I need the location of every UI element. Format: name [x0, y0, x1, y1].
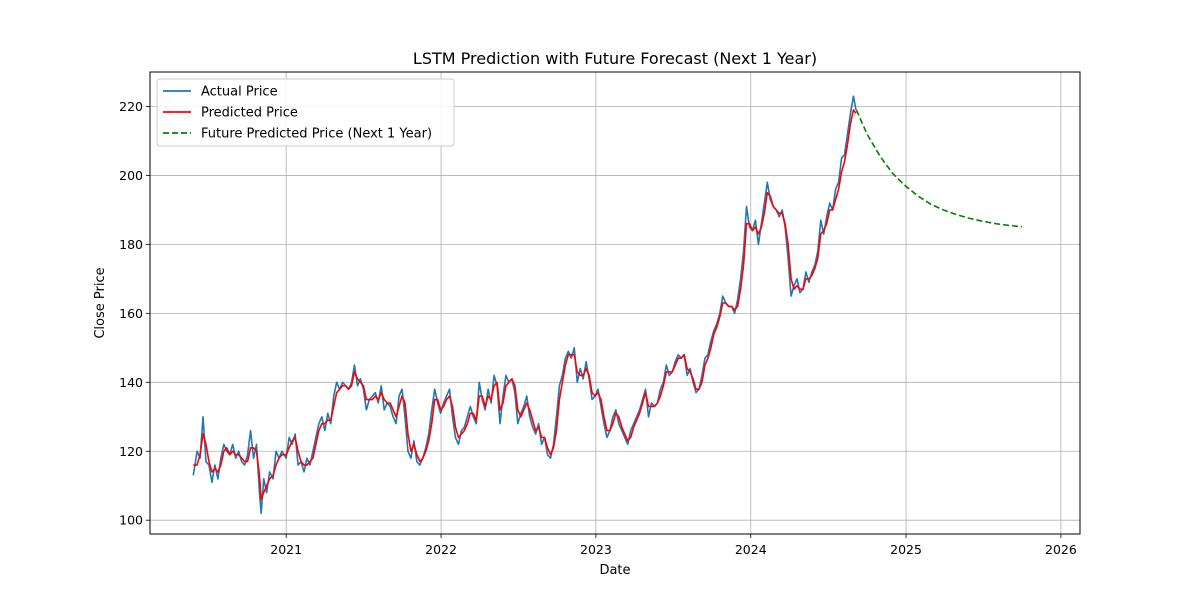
x-tick-label: 2023: [580, 542, 612, 557]
y-tick-label: 100: [119, 513, 143, 528]
x-tick-label: 2026: [1045, 542, 1077, 557]
plot-lines: [192, 95, 1022, 515]
legend-label-1: Actual Price: [201, 85, 278, 100]
y-tick-label: 220: [119, 99, 143, 114]
chart-title: LSTM Prediction with Future Forecast (Ne…: [413, 49, 817, 68]
grid-lines: [150, 72, 1080, 534]
y-tick-label: 180: [119, 237, 143, 252]
y-axis: 100 120 140 160 180 200 220: [119, 99, 150, 528]
legend-label-2: Predicted Price: [201, 106, 298, 121]
y-tick-label: 200: [119, 168, 143, 183]
x-tick-label: 2022: [425, 542, 457, 557]
series-line-1: [192, 95, 857, 515]
x-tick-label: 2024: [735, 542, 767, 557]
legend: Actual Price Predicted Price Future Predic…: [156, 78, 455, 147]
x-tick-label: 2025: [890, 542, 922, 557]
series-line-3: [855, 109, 1022, 228]
y-tick-label: 160: [119, 306, 143, 321]
y-tick-label: 140: [119, 375, 143, 390]
plot-frame: [149, 71, 1081, 535]
x-axis: 2021 2022 2023 2024 2025 2026: [270, 534, 1077, 557]
series-line-2: [193, 109, 857, 501]
legend-box: [156, 78, 455, 147]
legend-label-3: Future Predicted Price (Next 1 Year): [201, 127, 432, 142]
x-axis-label: Date: [599, 563, 630, 578]
y-axis-label: Close Price: [93, 267, 108, 338]
y-tick-label: 120: [119, 444, 143, 459]
x-tick-label: 2021: [270, 542, 302, 557]
